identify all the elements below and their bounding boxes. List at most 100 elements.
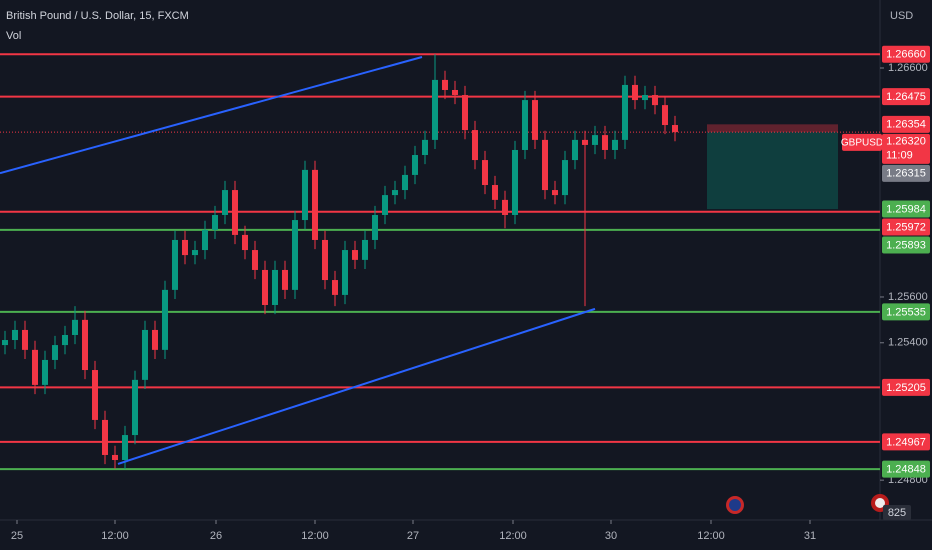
candle-body [102,419,108,455]
candle-body [552,190,558,196]
x-tick-label: 25 [11,530,23,542]
candle-body [142,329,148,380]
candle-body [2,340,8,346]
x-tick-label: 26 [210,530,222,542]
candle-body [422,139,428,156]
x-tick-label: 27 [407,530,419,542]
candle-body [42,359,48,385]
flag-icon[interactable] [726,496,744,514]
candle-body [202,229,208,251]
candle-body [92,370,98,420]
position-target [707,132,838,210]
candle-body [322,239,328,281]
candle-body [82,319,88,371]
price-label-box [882,115,930,133]
candle-body [162,289,168,350]
candle-body [612,139,618,150]
candle-body [132,379,138,436]
volume-badge-box [883,505,911,520]
y-tick-label: 1.26600 [888,62,928,74]
volume-label: Vol [6,30,21,42]
current-price-label: 1.26320 [886,136,926,148]
candle-body [342,250,348,295]
candle-body [182,239,188,256]
candle-body [152,329,158,350]
candle-body [242,234,248,251]
current-price-box [882,133,930,164]
candle-body [272,269,278,305]
price-label-box [882,218,930,236]
candle-body [12,329,18,341]
candle-body [672,125,678,133]
candle-body [392,190,398,196]
trend-line [0,56,423,175]
candle-body [652,95,658,106]
candle-body [632,84,638,101]
price-label-box [882,88,930,106]
candle-body [292,220,298,290]
candle-body [212,215,218,230]
plot-area [0,53,880,471]
price-label-box [882,460,930,478]
candle-body [32,349,38,385]
volume-badge: 825 [888,507,906,519]
x-tick-label: 31 [804,530,816,542]
candle-body [582,139,588,145]
candle-body [492,185,498,200]
candle-body [472,130,478,161]
x-tick-label: 12:00 [697,530,725,542]
position-stop [707,124,838,133]
symbol-tag: GBPUSD [841,137,883,148]
price-label: 1.26660 [886,49,926,61]
trend-line [117,307,596,465]
candle-body [372,215,378,240]
price-label: 1.25205 [886,382,926,394]
candle-body [22,329,28,350]
candle-body [522,100,528,150]
price-label: 1.26315 [886,168,926,180]
candle-body [222,190,228,216]
candle-body [402,174,408,191]
price-axis: 1.266001.256001.254001.248001.266601.264… [841,45,930,486]
price-label-box [882,164,930,182]
candle-body [312,169,318,240]
price-label-box [882,303,930,321]
countdown: 11:09 [886,150,913,162]
candle-body [112,454,118,461]
candle-body [252,250,258,270]
candle-body [192,250,198,256]
candle-body [572,139,578,161]
x-tick-label: 30 [605,530,617,542]
candle-body [532,100,538,140]
candle-body [362,239,368,260]
candle-body [122,435,128,461]
price-label-box [882,378,930,396]
y-tick-label: 1.25400 [888,337,928,349]
candle-body [542,139,548,191]
candle-body [662,105,668,126]
price-label-box [882,200,930,218]
price-label: 1.24967 [886,436,926,448]
price-label-box [882,45,930,63]
x-tick-label: 12:00 [499,530,527,542]
price-label: 1.26475 [886,91,926,103]
candle-body [332,280,338,295]
candle-body [592,135,598,145]
symbol-tag-box [842,133,882,151]
candle-body [432,79,438,140]
price-label: 1.25535 [886,306,926,318]
price-label-box [882,236,930,254]
price-label-box [882,433,930,451]
candle-body [622,84,628,140]
candle-body [562,160,568,196]
y-tick-label: 1.25600 [888,291,928,303]
candle-body [462,95,468,131]
candle-body [282,269,288,290]
candle-body [172,239,178,290]
candle-body [642,95,648,101]
candle-body [262,269,268,305]
price-label: 1.25893 [886,239,926,251]
candle-body [442,79,448,90]
